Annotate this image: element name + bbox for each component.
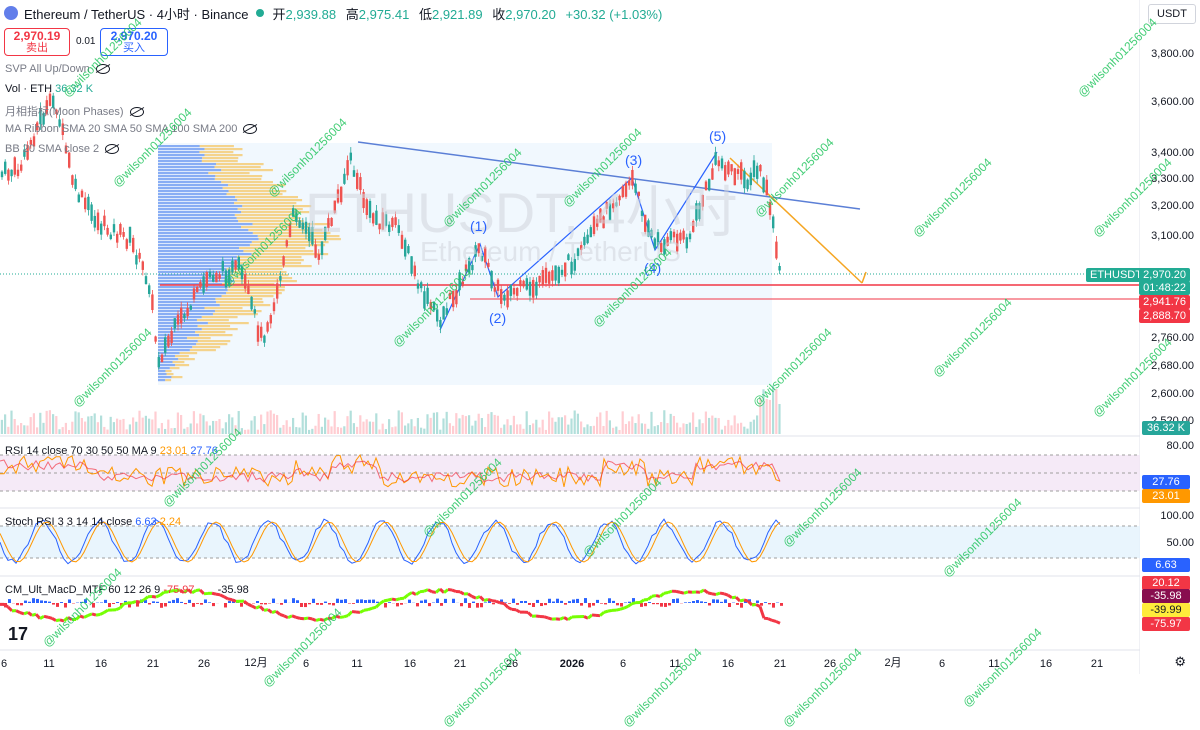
last-price-tag: 2,970.20	[1139, 268, 1190, 282]
rsi-value: 23.01	[160, 445, 188, 457]
ethereum-logo-icon	[4, 6, 18, 20]
sell-label: 卖出	[5, 42, 69, 54]
price-tick: 3,400.00	[1151, 147, 1194, 159]
level-tag: 2,888.70	[1139, 309, 1190, 323]
stoch-rsi-legend[interactable]: Stoch RSI 3 3 14 14 close 6.63 2.24	[5, 516, 181, 528]
stoch-k-value: 6.63	[135, 516, 156, 528]
time-tick: 2026	[560, 658, 584, 670]
macd-value: -75.97	[163, 584, 194, 596]
hidden-eye-icon[interactable]	[105, 144, 119, 154]
macd-tag: -39.99	[1142, 603, 1190, 617]
spread-value: 0.01	[76, 36, 95, 47]
macd-tag: -35.98	[1142, 589, 1190, 603]
price-tick: 3,800.00	[1151, 48, 1194, 60]
low-label: 低	[419, 7, 432, 22]
time-tick: 11	[351, 658, 362, 670]
time-tick: 21	[454, 658, 466, 670]
moon-legend[interactable]: 月相指标(Moon Phases)	[5, 103, 144, 119]
time-tick: 11	[43, 658, 54, 670]
time-tick: 16	[722, 658, 734, 670]
time-tick: 21	[774, 658, 786, 670]
macd-legend[interactable]: CM_Ult_MacD_MTF 60 12 26 9 -75.97 -35.98	[5, 584, 249, 596]
wave-label-3: (3)	[625, 152, 642, 168]
time-tick: 2月	[884, 654, 901, 670]
stoch-tick: 100.00	[1160, 510, 1194, 522]
hidden-eye-icon[interactable]	[243, 124, 257, 134]
change-value: +30.32 (+1.03%)	[565, 7, 662, 22]
ma-ribbon-legend[interactable]: MA Ribbon SMA 20 SMA 50 SMA 100 SMA 200	[5, 123, 257, 135]
time-tick: 6	[303, 658, 309, 670]
stoch-tick: 50.00	[1166, 537, 1194, 549]
hidden-eye-icon[interactable]	[130, 107, 144, 117]
ohlc-readout: 开2,939.88 高2,975.41 低2,921.89 收2,970.20 …	[272, 4, 662, 23]
wave-label-2: (2)	[489, 310, 506, 326]
symbol-price-tag: ETHUSDT	[1086, 268, 1146, 282]
time-tick: 6	[620, 658, 626, 670]
symbol-header: Ethereum / TetherUS · 4小时 · Binance 开2,9…	[0, 0, 1140, 26]
wave-label-5: (5)	[709, 128, 726, 144]
macd-signal-value: -35.98	[218, 584, 249, 596]
volume-tag: 36.32 K	[1142, 421, 1190, 435]
stoch-tag: 6.63	[1142, 558, 1190, 572]
price-tick: 3,100.00	[1151, 230, 1194, 242]
symbol-watermark-subtitle: Ethereum / TetherUS	[420, 236, 681, 268]
sell-button[interactable]: 2,970.19 卖出	[4, 28, 70, 56]
price-tick: 2,600.00	[1151, 388, 1194, 400]
market-open-dot-icon	[256, 9, 264, 17]
time-tick: 6	[1, 658, 7, 670]
close-label: 收	[492, 7, 505, 22]
low-value: 2,921.89	[432, 7, 483, 22]
high-label: 高	[346, 7, 359, 22]
macd-tag: 20.12	[1142, 576, 1190, 590]
macd-tag: -75.97	[1142, 617, 1190, 631]
time-tick: 16	[1040, 658, 1052, 670]
rsi-ma-tag: 27.76	[1142, 475, 1190, 489]
time-tick: 21	[147, 658, 159, 670]
time-tick: 21	[1091, 658, 1103, 670]
wave-label-1: (1)	[470, 218, 487, 234]
rsi-legend[interactable]: RSI 14 close 70 30 50 50 MA 9 23.01 27.7…	[5, 445, 218, 457]
rsi-tag: 23.01	[1142, 489, 1190, 503]
sell-price: 2,970.19	[5, 30, 69, 42]
time-tick: 6	[939, 658, 945, 670]
time-tick: 12月	[244, 654, 267, 670]
settings-gear-icon[interactable]: ⚙	[1174, 654, 1186, 670]
level-tag: 2,941.76	[1139, 295, 1190, 309]
price-tick: 3,200.00	[1151, 200, 1194, 212]
tradingview-logo-icon[interactable]: 17	[8, 624, 28, 645]
time-tick: 26	[198, 658, 210, 670]
stoch-d-value: 2.24	[160, 516, 181, 528]
bb-legend[interactable]: BB 20 SMA close 2	[5, 143, 119, 155]
close-value: 2,970.20	[505, 7, 556, 22]
rsi-tick: 80.00	[1166, 440, 1194, 452]
high-value: 2,975.41	[359, 7, 410, 22]
candle-countdown: 01:48:22	[1139, 281, 1190, 295]
open-label: 开	[272, 7, 285, 22]
time-tick: 16	[95, 658, 107, 670]
time-tick: 16	[404, 658, 416, 670]
price-tick: 3,600.00	[1151, 96, 1194, 108]
open-value: 2,939.88	[285, 7, 336, 22]
